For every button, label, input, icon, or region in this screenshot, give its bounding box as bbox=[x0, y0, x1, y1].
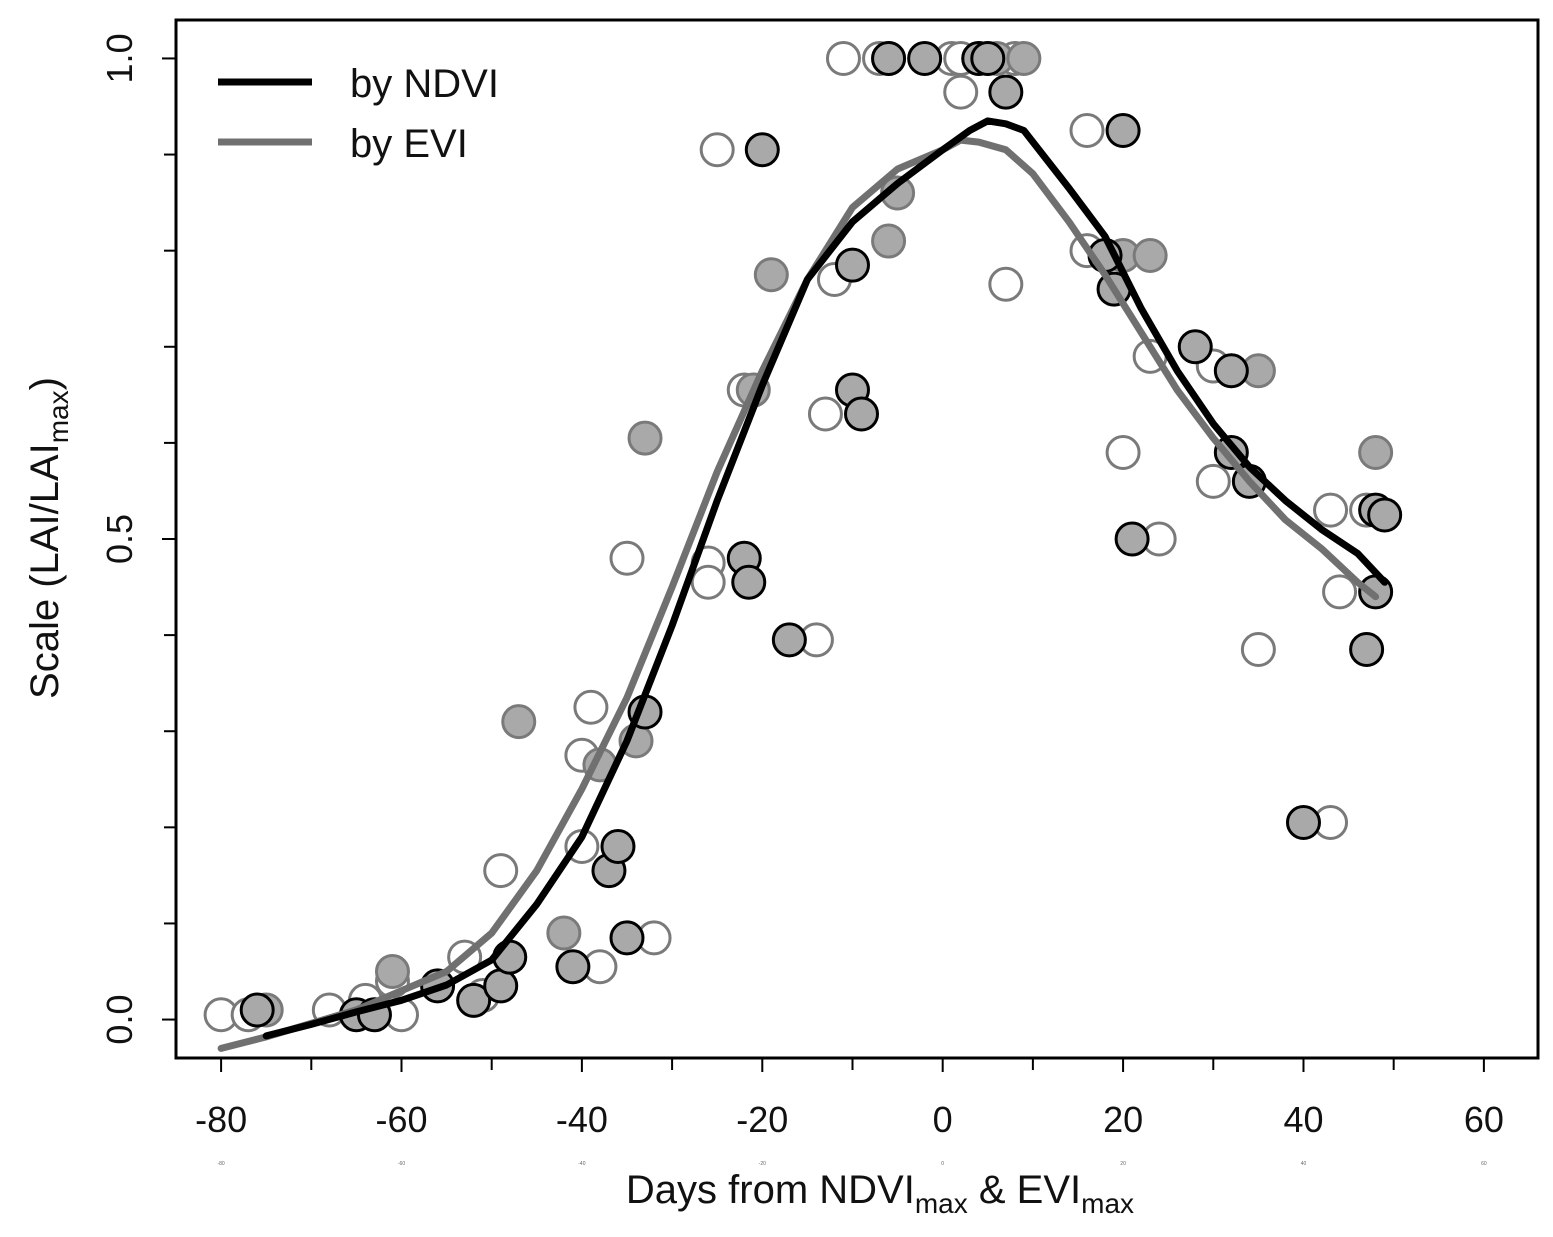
data-point bbox=[483, 968, 519, 1004]
data-point bbox=[699, 132, 735, 168]
data-point bbox=[483, 853, 519, 889]
data-point bbox=[1358, 435, 1394, 470]
data-point bbox=[825, 40, 861, 76]
data-point bbox=[456, 982, 492, 1018]
data-point bbox=[1322, 574, 1358, 610]
data-point bbox=[1213, 353, 1249, 389]
y-title-close: ) bbox=[23, 377, 67, 390]
y-title-main: Scale (LAI/LAI bbox=[23, 443, 67, 699]
data-point bbox=[943, 74, 979, 110]
data-point bbox=[573, 689, 609, 725]
data-point bbox=[600, 829, 636, 865]
x-tick-label: -20 bbox=[736, 1099, 788, 1140]
data-point bbox=[1195, 463, 1231, 499]
data-point bbox=[871, 223, 907, 259]
x-tick-label: 0 bbox=[933, 1099, 953, 1140]
x-mini-label: -80 bbox=[217, 1161, 224, 1167]
x-tick-label: -40 bbox=[556, 1099, 608, 1140]
x-mini-label: 0 bbox=[941, 1161, 944, 1167]
x-mini-label: 20 bbox=[1120, 1161, 1126, 1167]
data-point bbox=[844, 396, 880, 432]
data-point bbox=[1213, 435, 1249, 470]
legend-evi-label: by EVI bbox=[350, 122, 468, 166]
data-point bbox=[546, 915, 582, 951]
x-tick-label: -80 bbox=[195, 1099, 247, 1140]
data-point bbox=[609, 540, 645, 576]
x-title-amp: & EVI bbox=[968, 1168, 1081, 1212]
x-axis-title: Days from NDVImax & EVImax bbox=[626, 1168, 1134, 1219]
data-point bbox=[690, 564, 726, 600]
data-point bbox=[907, 40, 943, 76]
x-mini-label: -60 bbox=[398, 1161, 405, 1167]
y-title-sub: max bbox=[43, 390, 74, 443]
data-point bbox=[731, 564, 767, 600]
points-layer bbox=[203, 40, 1403, 1033]
x-mini-label: -40 bbox=[578, 1161, 585, 1167]
x-tick-label: -60 bbox=[375, 1099, 427, 1140]
data-point bbox=[1105, 435, 1141, 470]
ndvi-curve bbox=[262, 117, 1389, 1040]
data-point bbox=[970, 40, 1006, 76]
x-title-sub1: max bbox=[915, 1188, 968, 1219]
data-point bbox=[807, 396, 843, 432]
data-point bbox=[1313, 492, 1349, 528]
y-tick-label: 0.0 bbox=[99, 995, 140, 1045]
y-axis: 0.0 0.5 1.0 bbox=[99, 33, 176, 1045]
data-point bbox=[988, 74, 1024, 110]
data-point bbox=[1285, 805, 1321, 841]
legend-ndvi-label: by NDVI bbox=[350, 62, 499, 106]
data-point bbox=[609, 920, 645, 956]
y-tick-label: 1.0 bbox=[99, 33, 140, 83]
data-point bbox=[555, 949, 591, 985]
data-point bbox=[753, 257, 789, 293]
data-point bbox=[744, 132, 780, 168]
x-tick-label: 20 bbox=[1103, 1099, 1143, 1140]
x-mini-label: 40 bbox=[1301, 1161, 1307, 1167]
y-axis-title: Scale (LAI/LAImax) bbox=[23, 377, 74, 699]
data-point bbox=[1367, 497, 1403, 533]
data-point bbox=[1349, 632, 1385, 668]
data-point bbox=[1006, 40, 1042, 76]
data-point bbox=[627, 420, 663, 456]
data-point bbox=[1240, 632, 1276, 668]
data-point bbox=[239, 992, 275, 1028]
data-point bbox=[834, 247, 870, 283]
data-point bbox=[1069, 113, 1105, 149]
x-mini-label: -20 bbox=[759, 1161, 766, 1167]
y-tick-label: 0.5 bbox=[99, 514, 140, 564]
x-title-main: Days from NDVI bbox=[626, 1168, 915, 1212]
data-point bbox=[771, 622, 807, 658]
x-tick-label: 60 bbox=[1464, 1099, 1504, 1140]
evi-curve bbox=[217, 136, 1380, 1052]
data-point bbox=[1114, 521, 1150, 557]
data-point bbox=[1177, 329, 1213, 365]
data-point bbox=[871, 40, 907, 76]
x-tick-label: 40 bbox=[1283, 1099, 1323, 1140]
data-point bbox=[501, 704, 537, 740]
data-point bbox=[374, 954, 410, 989]
legend: by NDVI by EVI bbox=[218, 62, 499, 166]
x-title-sub2: max bbox=[1081, 1188, 1134, 1219]
data-point bbox=[1105, 113, 1141, 149]
x-axis: -80 -80 -60 -60 -40 -40 -20 -20 0 0 20 20 40 40 60 60 bbox=[195, 1058, 1504, 1167]
data-point bbox=[1132, 237, 1168, 273]
lines-layer bbox=[217, 117, 1389, 1052]
data-point bbox=[988, 266, 1024, 302]
x-mini-label: 60 bbox=[1481, 1161, 1487, 1167]
